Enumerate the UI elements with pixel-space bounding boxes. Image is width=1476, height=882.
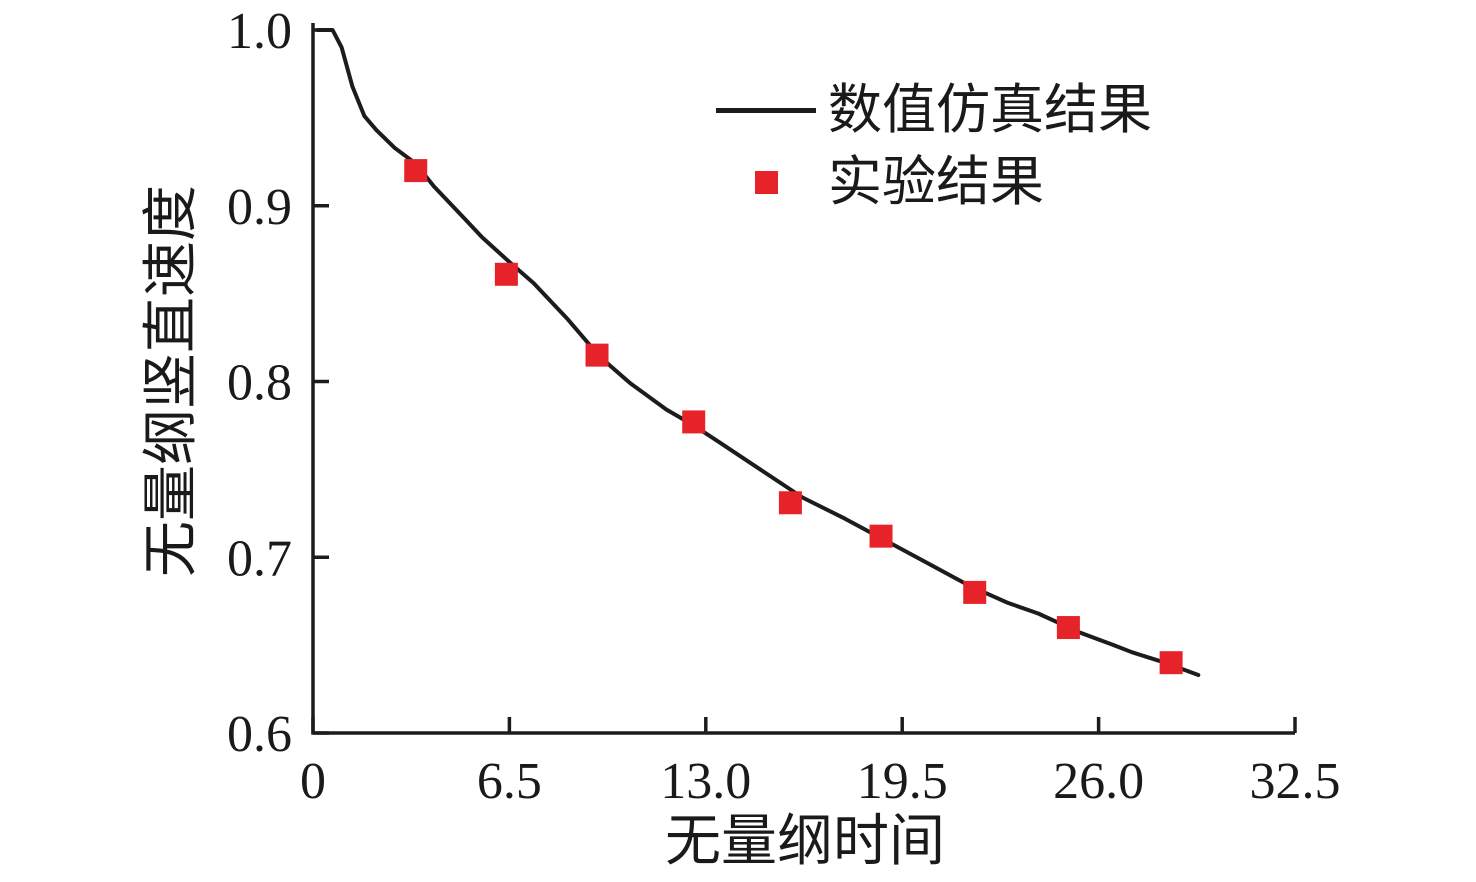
- y-axis-title: 无量纲竖直速度: [141, 185, 203, 577]
- y-tick-label: 0.8: [227, 355, 292, 412]
- simulation-curve: [315, 28, 1201, 677]
- x-tick-label: 13.0: [660, 753, 751, 810]
- y-tick-label: 0.9: [227, 179, 292, 236]
- x-tick-label: 6.5: [477, 753, 542, 810]
- y-tick-label: 1.0: [227, 3, 292, 60]
- experiment-point: [585, 343, 609, 367]
- x-tick-label: 32.5: [1250, 753, 1341, 810]
- legend-item-experiment: 实验结果: [716, 150, 1152, 214]
- legend-sample-box: [716, 170, 816, 194]
- y-tick-label: 0.7: [227, 530, 292, 587]
- legend-label-simulation: 数值仿真结果: [828, 80, 1152, 140]
- legend-sample-box: [716, 107, 816, 113]
- x-tick-label: 19.5: [857, 753, 948, 810]
- legend-item-simulation: 数值仿真结果: [716, 78, 1152, 142]
- series: [315, 28, 1201, 677]
- experiment-point: [494, 262, 518, 286]
- experiment-point: [869, 524, 893, 548]
- experiment-point: [1056, 616, 1080, 640]
- legend-line-icon: [716, 107, 816, 113]
- x-axis-title: 无量纲时间: [665, 811, 945, 873]
- experiment-point: [778, 491, 802, 515]
- experiment-point: [682, 410, 706, 434]
- experiment-point: [404, 159, 428, 183]
- x-tick-label: 0: [300, 753, 326, 810]
- legend: 数值仿真结果 实验结果: [716, 78, 1152, 214]
- experiment-point: [1159, 651, 1183, 675]
- x-tick-label: 26.0: [1053, 753, 1144, 810]
- legend-label-experiment: 实验结果: [828, 152, 1044, 212]
- legend-square-icon: [754, 170, 778, 194]
- y-tick-label: 0.6: [227, 706, 292, 763]
- axes: 0.6 0.7 0.8 0.9 1.0 0 6.5 13.0 19.5 26.0 32.5: [227, 3, 1341, 810]
- experiment-point: [963, 580, 987, 604]
